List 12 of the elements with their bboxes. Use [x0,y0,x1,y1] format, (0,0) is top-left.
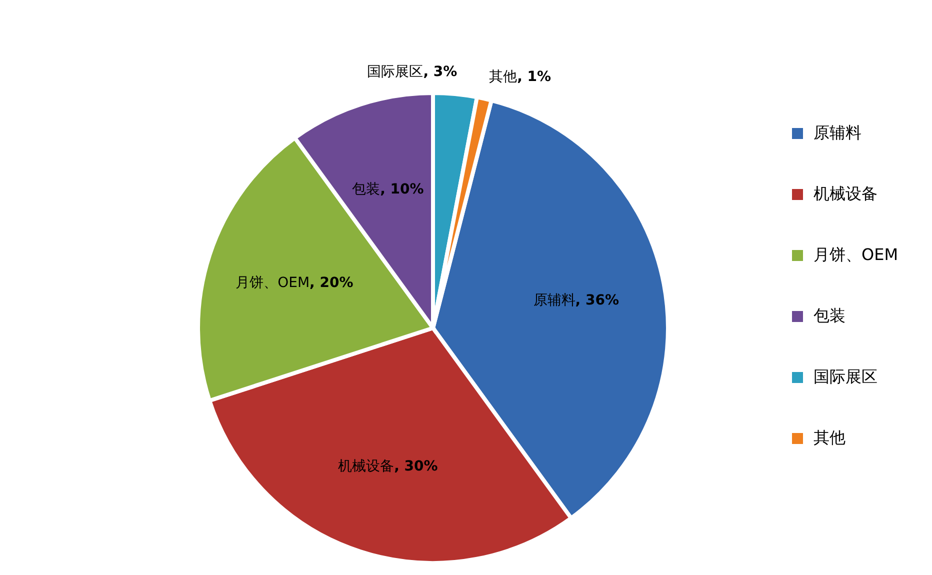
legend-label: 国际展区 [813,366,878,388]
legend-label: 原辅料 [813,122,862,144]
legend-label: 其他 [813,428,846,448]
data-label: 其他, 1% [489,69,552,86]
legend-label: 月饼、OEM [813,244,898,266]
data-label: 机械设备, 30% [338,458,438,475]
data-label: 原辅料, 36% [533,292,619,309]
data-label: 国际展区, 3% [367,64,458,80]
data-label: 月饼、OEM, 20% [236,274,354,291]
data-label: 包装, 10% [352,181,424,198]
legend-label: 机械设备 [813,184,878,204]
legend-label: 包装 [813,306,846,326]
